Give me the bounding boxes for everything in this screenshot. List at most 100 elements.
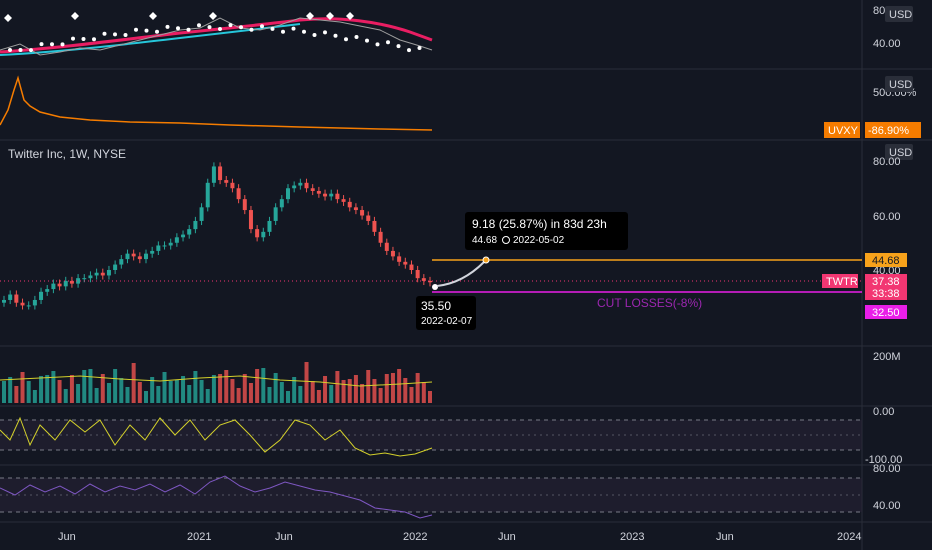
candle-body — [150, 250, 155, 254]
overlay-dot — [8, 48, 12, 52]
overlay-dot — [239, 25, 243, 30]
volume-bar — [378, 388, 383, 403]
volume-bar — [415, 373, 420, 403]
volume-bar — [45, 375, 50, 403]
candle-body — [8, 294, 13, 300]
volume-bar — [32, 390, 37, 403]
rsi-axis-80: 80.00 — [873, 463, 901, 475]
candle-body — [267, 220, 272, 232]
volume-bar — [329, 385, 334, 403]
candle-body — [273, 207, 278, 221]
rsi-line — [0, 475, 433, 519]
overlay-band-line — [0, 17, 433, 54]
volume-bar — [261, 368, 266, 403]
candle-body — [242, 199, 247, 211]
stop-loss-badge-label: 32.50 — [872, 307, 900, 319]
candle-body — [39, 291, 44, 300]
uvxy-badge-label: UVXY — [828, 125, 859, 137]
measure-target-date: 2022-05-02 — [513, 235, 565, 246]
candle-body — [69, 280, 74, 284]
uvxy-pane: 500.00% USD UVXY -86.90% — [0, 75, 921, 138]
rsi-axis-40: 40.00 — [873, 500, 901, 512]
volume-bar — [397, 369, 402, 403]
uvxy-value-badge — [865, 122, 921, 138]
volume-bar — [360, 384, 365, 403]
candle-body — [261, 231, 266, 238]
candle-body — [45, 289, 50, 292]
candle-body — [187, 229, 192, 235]
volume-bar — [69, 375, 74, 403]
overlay-dot — [260, 24, 264, 29]
volume-bar — [193, 371, 198, 403]
volume-bar — [335, 371, 340, 403]
overlay-dot — [71, 36, 75, 41]
stop-loss-text: CUT LOSSES(-8%) — [597, 296, 702, 310]
candle-body — [156, 245, 161, 251]
overlay-dot — [165, 24, 170, 29]
volume-bar — [218, 374, 223, 403]
entry-box — [416, 296, 476, 330]
volume-ma — [0, 375, 433, 387]
candle-body — [292, 185, 297, 189]
overlay-dots — [8, 23, 422, 53]
volume-bar — [162, 372, 167, 403]
candle-body — [125, 253, 130, 260]
volume-bar — [316, 390, 321, 403]
overlay-dot — [144, 28, 149, 33]
candle-body — [397, 256, 402, 262]
rsi-pane: 80.00 40.00 — [0, 463, 901, 519]
overlay-dot — [386, 40, 390, 45]
uvxy-badge — [824, 122, 860, 138]
measure-box — [465, 212, 628, 250]
time-label-2021: 2021 — [187, 531, 211, 543]
candle-body — [211, 166, 216, 183]
overlay-dot — [81, 36, 86, 41]
main-currency: USD — [889, 147, 912, 159]
candle-body — [32, 299, 37, 306]
candle-body — [323, 193, 328, 197]
volume-bar — [366, 370, 371, 403]
oscillator-line — [0, 416, 433, 457]
overlay-dot — [323, 30, 327, 35]
price-axis-80: 80.00 — [873, 156, 901, 168]
overlay-dot — [333, 33, 338, 38]
volume-bar — [341, 380, 346, 403]
volume-bar — [304, 362, 309, 403]
stop-loss-badge — [865, 305, 907, 319]
time-label-2022: 2022 — [403, 531, 427, 543]
volume-bar — [137, 382, 142, 403]
candle-body — [218, 166, 223, 181]
volume-bar — [14, 386, 19, 403]
overlay-dot — [365, 38, 369, 43]
volume-bar — [421, 382, 426, 403]
candle-body — [63, 280, 68, 287]
volume-bar — [88, 369, 93, 403]
volume-bars — [2, 362, 432, 403]
candle-body — [144, 253, 148, 260]
target-point — [482, 256, 490, 264]
volume-bar — [199, 380, 204, 403]
volume-bar — [156, 386, 161, 403]
volume-bar — [63, 389, 68, 403]
volume-bar — [39, 376, 44, 403]
overlay-dot — [113, 32, 117, 37]
candle-body — [181, 234, 186, 238]
candles — [2, 162, 432, 310]
volume-bar — [242, 374, 247, 403]
volume-bar — [94, 388, 99, 403]
time-axis: Jun 2021 Jun 2022 Jun 2023 Jun 2024 — [58, 531, 861, 543]
candle-body — [162, 245, 167, 247]
volume-bar — [428, 391, 432, 403]
candle-body — [131, 253, 136, 257]
candle-body — [347, 201, 352, 208]
overlay-dot — [60, 42, 65, 47]
volume-bar — [181, 376, 186, 403]
chart-title: Twitter Inc, 1W, NYSE — [8, 147, 126, 161]
candle-body — [88, 275, 93, 279]
candle-body — [378, 231, 383, 243]
volume-axis-200m: 200M — [873, 351, 901, 363]
overlay-axis-80: 80 — [873, 5, 885, 17]
volume-bar — [2, 381, 6, 403]
overlay-band-teal — [0, 23, 301, 56]
